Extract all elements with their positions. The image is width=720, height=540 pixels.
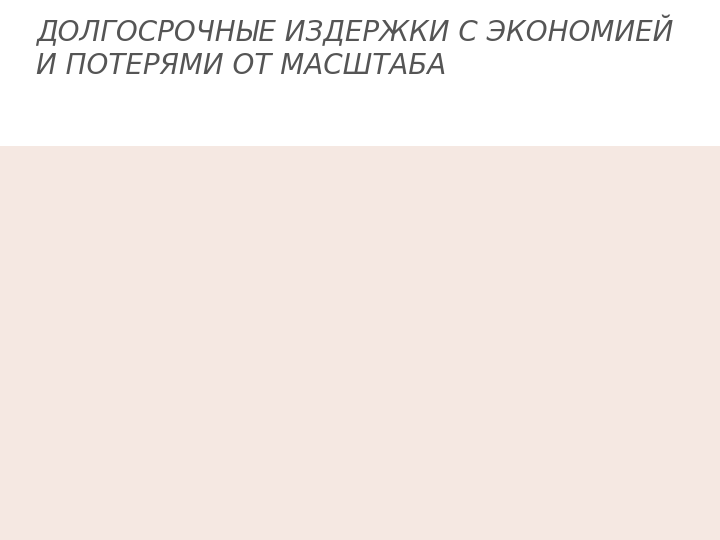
Text: MC₃: MC₃ <box>519 394 549 408</box>
Text: MC₂: MC₂ <box>371 424 401 438</box>
Text: LATC: LATC <box>643 294 685 309</box>
Ellipse shape <box>630 496 695 530</box>
Text: ДОЛГОСРОЧНЫЕ ИЗДЕРЖКИ С ЭКОНОМИЕЙ
И ПОТЕРЯМИ ОТ МАСШТАБА: ДОЛГОСРОЧНЫЕ ИЗДЕРЖКИ С ЭКОНОМИЕЙ И ПОТЕ… <box>36 16 673 80</box>
Text: Издержки
($ на ед.
выпуска t: Издержки ($ на ед. выпуска t <box>70 208 145 252</box>
Text: При выпуске Q₁ менеджер выберет
маленький завод АТС₁ и АТС $8.
Точка B лежит на : При выпуске Q₁ менеджер выберет маленьки… <box>440 380 638 442</box>
Text: LMC: LMC <box>218 420 254 434</box>
Text: $10: $10 <box>102 292 134 307</box>
Text: ATC₃: ATC₃ <box>593 288 632 303</box>
Text: B: B <box>298 336 312 354</box>
Text: Q₁: Q₁ <box>282 516 303 535</box>
Text: ATC₁: ATC₁ <box>228 260 267 275</box>
Text: Выпуск: Выпуск <box>625 516 690 531</box>
Text: $8: $8 <box>113 333 134 348</box>
Text: ATC₂: ATC₂ <box>465 361 504 376</box>
Text: MC₁: MC₁ <box>243 398 273 412</box>
